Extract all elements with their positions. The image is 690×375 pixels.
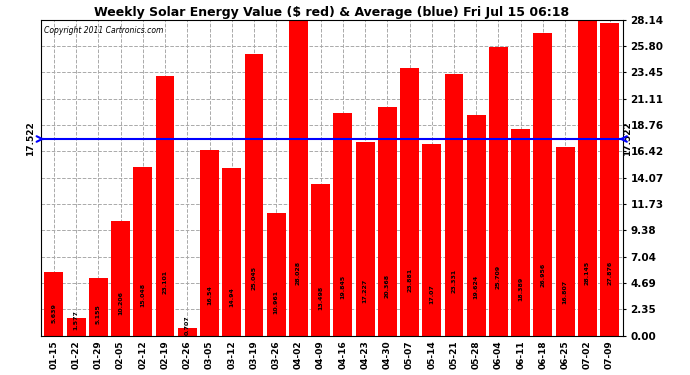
- Bar: [156, 76, 175, 336]
- Text: 5.639: 5.639: [52, 303, 57, 323]
- Text: 26.956: 26.956: [540, 263, 545, 287]
- Text: 19.845: 19.845: [340, 275, 345, 299]
- Text: 23.331: 23.331: [451, 269, 457, 293]
- Bar: [489, 47, 508, 336]
- Bar: [355, 142, 375, 336]
- Title: Weekly Solar Energy Value ($ red) & Average (blue) Fri Jul 15 06:18: Weekly Solar Energy Value ($ red) & Aver…: [94, 6, 569, 18]
- Bar: [333, 113, 353, 336]
- Text: 17.522: 17.522: [26, 122, 34, 156]
- Text: 23.881: 23.881: [407, 268, 412, 292]
- Bar: [222, 168, 242, 336]
- Text: 10.961: 10.961: [274, 290, 279, 314]
- Text: 16.807: 16.807: [562, 280, 568, 304]
- Bar: [311, 184, 330, 336]
- Bar: [511, 129, 530, 336]
- Bar: [200, 150, 219, 336]
- Text: 1.577: 1.577: [74, 310, 79, 330]
- Bar: [600, 23, 619, 336]
- Text: Copyright 2011 Cartronics.com: Copyright 2011 Cartronics.com: [43, 26, 163, 35]
- Text: 28.028: 28.028: [296, 261, 301, 285]
- Bar: [44, 273, 63, 336]
- Bar: [244, 54, 264, 336]
- Bar: [533, 33, 552, 336]
- Bar: [555, 147, 575, 336]
- Text: 10.206: 10.206: [118, 291, 123, 315]
- Text: 17.227: 17.227: [362, 279, 368, 303]
- Bar: [578, 20, 597, 336]
- Text: 25.045: 25.045: [251, 266, 257, 290]
- Text: 15.048: 15.048: [140, 283, 146, 307]
- Bar: [466, 116, 486, 336]
- Text: 17.522: 17.522: [624, 122, 633, 156]
- Bar: [422, 144, 441, 336]
- Bar: [267, 213, 286, 336]
- Bar: [89, 278, 108, 336]
- Text: 13.498: 13.498: [318, 285, 323, 310]
- Text: 27.876: 27.876: [607, 261, 612, 285]
- Text: 18.389: 18.389: [518, 277, 523, 302]
- Bar: [444, 74, 464, 336]
- Text: 28.145: 28.145: [585, 261, 590, 285]
- Text: 16.54: 16.54: [207, 285, 212, 304]
- Bar: [111, 221, 130, 336]
- Text: 19.624: 19.624: [473, 275, 479, 299]
- Text: 23.101: 23.101: [163, 269, 168, 294]
- Bar: [178, 328, 197, 336]
- Text: 20.368: 20.368: [385, 274, 390, 298]
- Bar: [400, 68, 419, 336]
- Text: 5.155: 5.155: [96, 304, 101, 324]
- Bar: [133, 167, 152, 336]
- Text: 14.94: 14.94: [229, 287, 234, 307]
- Text: 25.709: 25.709: [496, 265, 501, 289]
- Text: 0.707: 0.707: [185, 316, 190, 335]
- Bar: [289, 21, 308, 336]
- Text: 17.07: 17.07: [429, 284, 434, 304]
- Bar: [67, 318, 86, 336]
- Bar: [378, 107, 397, 336]
